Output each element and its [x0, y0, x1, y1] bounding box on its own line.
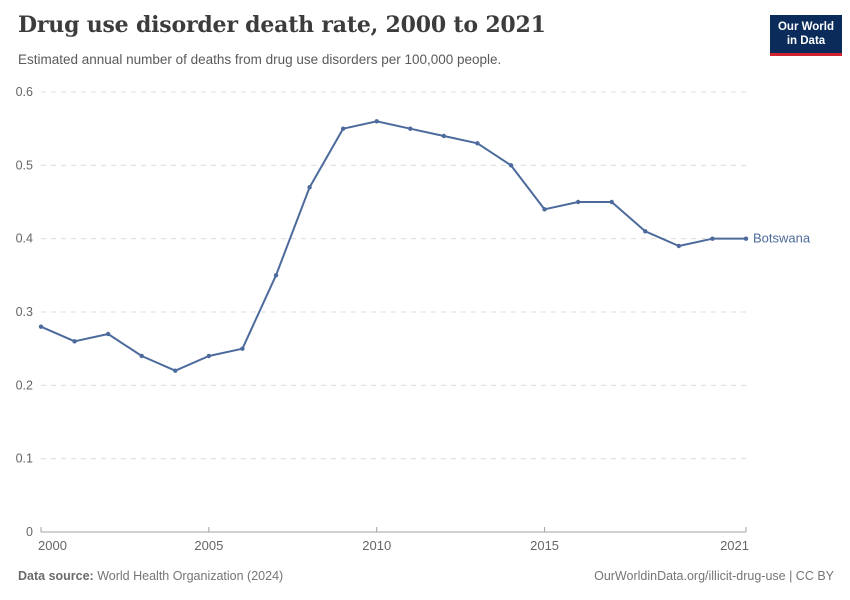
license-link[interactable]: OurWorldinData.org/illicit-drug-use | CC… [594, 569, 834, 583]
x-tick-label: 2015 [530, 538, 559, 553]
series-line-botswana[interactable] [40, 120, 747, 372]
data-point[interactable] [676, 243, 682, 249]
data-point[interactable] [374, 119, 379, 124]
data-source-value: World Health Organization (2024) [97, 569, 284, 583]
data-point[interactable] [139, 353, 144, 359]
y-tick-label: 0.6 [16, 85, 33, 99]
data-point[interactable] [609, 199, 614, 205]
x-tick-label: 2021 [720, 538, 749, 553]
data-point[interactable] [72, 339, 77, 344]
y-tick-label: 0.1 [16, 452, 33, 466]
page-title: Drug use disorder death rate, 2000 to 20… [18, 12, 546, 38]
y-tick-label: 0 [26, 525, 33, 539]
data-point[interactable] [710, 236, 715, 241]
y-tick-label: 0.5 [16, 158, 33, 172]
chart-subtitle: Estimated annual number of deaths from d… [18, 52, 502, 67]
owid-logo-line1: Our World [777, 21, 834, 33]
line-chart[interactable]: 0 0.1 0.2 0.3 0.4 0.5 0.6 2000 2005 2010 2015 2021 B… [0, 0, 850, 560]
data-point[interactable] [307, 185, 312, 190]
x-tick-label: 2010 [362, 538, 391, 553]
data-point[interactable] [340, 126, 346, 131]
data-source: Data source: World Health Organization (… [18, 569, 283, 583]
data-point[interactable] [38, 324, 44, 329]
data-point[interactable] [475, 141, 480, 146]
owid-logo[interactable]: Our World in Data [770, 15, 842, 56]
data-point[interactable] [575, 199, 581, 205]
data-point[interactable] [173, 368, 178, 373]
x-tick-label: 2005 [194, 538, 223, 553]
owid-logo-line2: in Data [786, 35, 826, 48]
data-point[interactable] [206, 353, 212, 359]
y-tick-label: 0.4 [16, 232, 33, 246]
data-point[interactable] [240, 346, 245, 351]
data-point[interactable] [643, 229, 648, 234]
x-tick-label: 2000 [38, 538, 67, 553]
y-tick-label: 0.2 [16, 378, 33, 392]
data-point[interactable] [408, 126, 413, 131]
data-point[interactable] [441, 133, 447, 139]
data-source-label: Data source: [18, 569, 94, 583]
data-point[interactable] [273, 273, 279, 278]
data-point[interactable] [508, 163, 514, 168]
data-point[interactable] [542, 207, 547, 212]
chart-footer: Data source: World Health Organization (… [18, 569, 834, 583]
series-end-label: Botswana [753, 231, 811, 246]
data-point[interactable] [105, 331, 111, 337]
data-point[interactable] [743, 236, 749, 241]
y-tick-label: 0.3 [16, 305, 33, 319]
